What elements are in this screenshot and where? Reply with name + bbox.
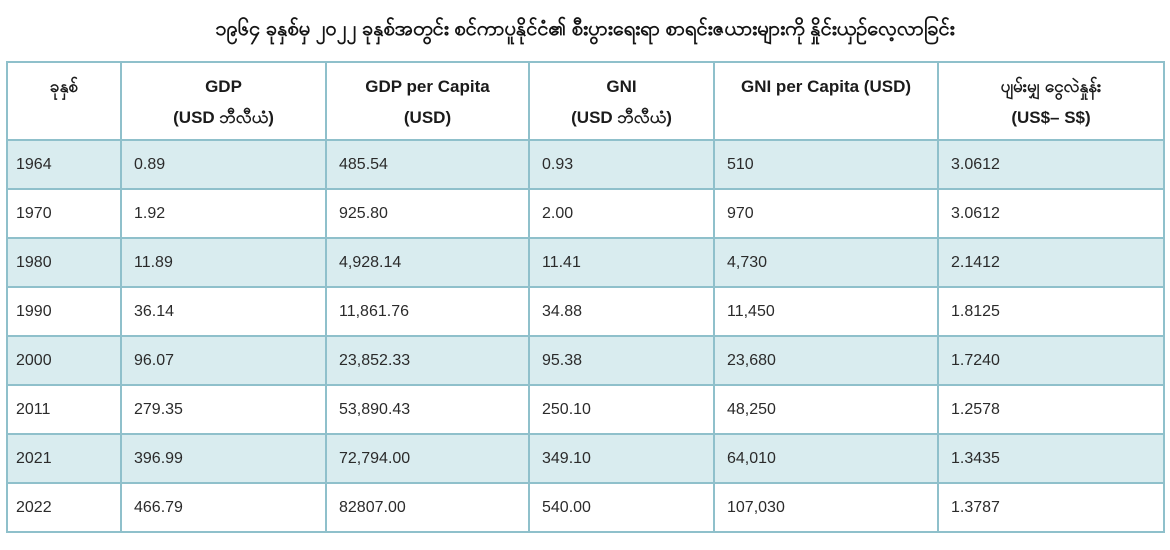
value-cell: 53,890.43 [325, 384, 530, 435]
value-cell: 34.88 [528, 286, 715, 337]
col-header-line1: GNI [606, 77, 637, 96]
value-cell: 96.07 [120, 335, 327, 386]
value-cell: 48,250 [713, 384, 939, 435]
col-header-line1: ပျမ်းမျှ ငွေလဲနှုန်း [1000, 77, 1102, 96]
value-cell: 11.41 [528, 237, 715, 288]
col-header-year: ခုနှစ် [6, 61, 122, 141]
year-cell: 1964 [6, 139, 122, 190]
value-cell: 64,010 [713, 433, 939, 484]
value-cell: 2.1412 [937, 237, 1165, 288]
table-row: 2011 279.35 53,890.43 250.10 48,250 1.2578 [6, 384, 1165, 435]
year-cell: 2000 [6, 335, 122, 386]
value-cell: 4,928.14 [325, 237, 530, 288]
col-header-gni-per-capita: GNI per Capita (USD) [713, 61, 939, 141]
year-cell: 1990 [6, 286, 122, 337]
col-header-line1: GDP per Capita [365, 77, 490, 96]
table-row: 2021 396.99 72,794.00 349.10 64,010 1.3435 [6, 433, 1165, 484]
value-cell: 466.79 [120, 482, 327, 533]
value-cell: 36.14 [120, 286, 327, 337]
col-header-line2: (USD ဘီလီယံ) [571, 108, 672, 127]
value-cell: 82807.00 [325, 482, 530, 533]
value-cell: 1.2578 [937, 384, 1165, 435]
col-header-line2: (USD) [403, 108, 452, 127]
col-header-line2: (US$– S$) [1011, 108, 1091, 127]
value-cell: 485.54 [325, 139, 530, 190]
header-row: ခုနှစ် GDP (USD ဘီလီယံ) GDP per Capita (… [6, 61, 1165, 141]
table-row: 1990 36.14 11,861.76 34.88 11,450 1.8125 [6, 286, 1165, 337]
col-header-line1: GDP [205, 77, 242, 96]
value-cell: 107,030 [713, 482, 939, 533]
value-cell: 11,861.76 [325, 286, 530, 337]
table-row: 1970 1.92 925.80 2.00 970 3.0612 [6, 188, 1165, 239]
value-cell: 540.00 [528, 482, 715, 533]
col-header-exchange-rate: ပျမ်းမျှ ငွေလဲနှုန်း (US$– S$) [937, 61, 1165, 141]
col-header-gni: GNI (USD ဘီလီယံ) [528, 61, 715, 141]
value-cell: 11.89 [120, 237, 327, 288]
economic-stats-table: ခုနှစ် GDP (USD ဘီလီယံ) GDP per Capita (… [6, 61, 1165, 533]
col-header-line2: (USD ဘီလီယံ) [173, 108, 274, 127]
value-cell: 970 [713, 188, 939, 239]
value-cell: 925.80 [325, 188, 530, 239]
col-header-line1: ခုနှစ် [50, 77, 78, 96]
col-header-gdp-per-capita: GDP per Capita (USD) [325, 61, 530, 141]
table-row: 2000 96.07 23,852.33 95.38 23,680 1.7240 [6, 335, 1165, 386]
value-cell: 279.35 [120, 384, 327, 435]
value-cell: 1.3787 [937, 482, 1165, 533]
year-cell: 1980 [6, 237, 122, 288]
value-cell: 1.3435 [937, 433, 1165, 484]
year-cell: 2011 [6, 384, 122, 435]
year-cell: 2021 [6, 433, 122, 484]
value-cell: 1.8125 [937, 286, 1165, 337]
value-cell: 1.7240 [937, 335, 1165, 386]
value-cell: 72,794.00 [325, 433, 530, 484]
table-body: 1964 0.89 485.54 0.93 510 3.0612 1970 1.92 925.8… [6, 139, 1165, 533]
value-cell: 0.93 [528, 139, 715, 190]
table-row: 1980 11.89 4,928.14 11.41 4,730 2.1412 [6, 237, 1165, 288]
page-title: ၁၉၆၄ ခုနှစ်မှ ၂၀၂၂ ခုနှစ်အတွင်း စင်ကာပူန… [215, 18, 955, 40]
value-cell: 396.99 [120, 433, 327, 484]
value-cell: 3.0612 [937, 188, 1165, 239]
table-row: 2022 466.79 82807.00 540.00 107,030 1.3787 [6, 482, 1165, 533]
value-cell: 23,680 [713, 335, 939, 386]
value-cell: 2.00 [528, 188, 715, 239]
value-cell: 3.0612 [937, 139, 1165, 190]
year-cell: 1970 [6, 188, 122, 239]
table-header: ခုနှစ် GDP (USD ဘီလီယံ) GDP per Capita (… [6, 61, 1165, 141]
value-cell: 95.38 [528, 335, 715, 386]
year-cell: 2022 [6, 482, 122, 533]
table-row: 1964 0.89 485.54 0.93 510 3.0612 [6, 139, 1165, 190]
value-cell: 11,450 [713, 286, 939, 337]
value-cell: 510 [713, 139, 939, 190]
value-cell: 1.92 [120, 188, 327, 239]
value-cell: 23,852.33 [325, 335, 530, 386]
value-cell: 250.10 [528, 384, 715, 435]
value-cell: 4,730 [713, 237, 939, 288]
col-header-line1: GNI per Capita (USD) [740, 77, 912, 96]
value-cell: 349.10 [528, 433, 715, 484]
col-header-gdp: GDP (USD ဘီလီယံ) [120, 61, 327, 141]
value-cell: 0.89 [120, 139, 327, 190]
